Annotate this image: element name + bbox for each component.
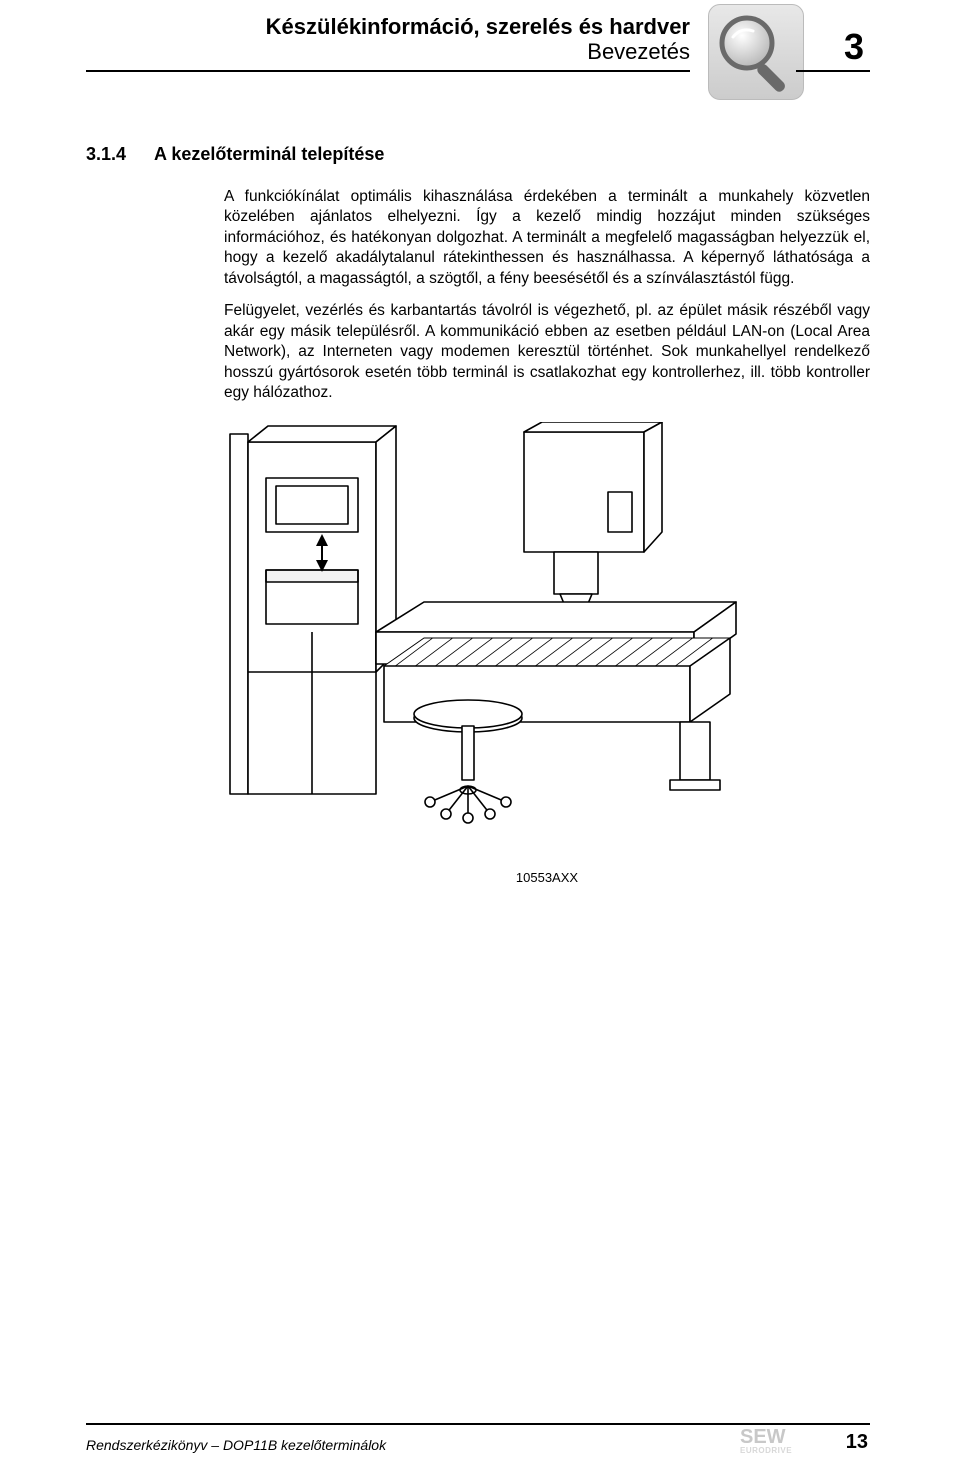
header-title-block: Készülékinformáció, szerelés és hardver … <box>266 14 690 65</box>
page-content: 3.1.4 A kezelőterminál telepítése A funk… <box>86 144 870 885</box>
page-header: Készülékinformáció, szerelés és hardver … <box>0 0 960 100</box>
header-rule-right <box>796 70 870 72</box>
header-icon-box <box>708 4 804 100</box>
header-rule-left <box>86 70 690 72</box>
workstation-illustration <box>224 422 744 852</box>
page-number: 13 <box>846 1431 868 1454</box>
figure-caption: 10553AXX <box>224 870 870 885</box>
section-number: 3.1.4 <box>86 144 140 165</box>
sew-logo: SEW EURODRIVE <box>740 1425 824 1455</box>
section-heading-row: 3.1.4 A kezelőterminál telepítése <box>86 144 870 165</box>
magnifier-icon <box>709 5 805 101</box>
figure-wrap <box>224 422 870 852</box>
header-subtitle: Bevezetés <box>266 39 690 64</box>
paragraph-1: A funkciókínálat optimális kihasználása … <box>224 187 870 289</box>
header-title: Készülékinformáció, szerelés és hardver <box>266 14 690 39</box>
logo-main-text: SEW <box>740 1426 786 1448</box>
document-page: Készülékinformáció, szerelés és hardver … <box>0 0 960 1479</box>
chapter-number: 3 <box>844 26 864 68</box>
section-title: A kezelőterminál telepítése <box>154 144 384 165</box>
paragraph-2: Felügyelet, vezérlés és karbantartás táv… <box>224 301 870 403</box>
body-text-block: A funkciókínálat optimális kihasználása … <box>224 187 870 404</box>
footer-text: Rendszerkézikönyv – DOP11B kezelőterminá… <box>86 1437 386 1453</box>
logo-sub-text: EURODRIVE <box>740 1446 792 1455</box>
